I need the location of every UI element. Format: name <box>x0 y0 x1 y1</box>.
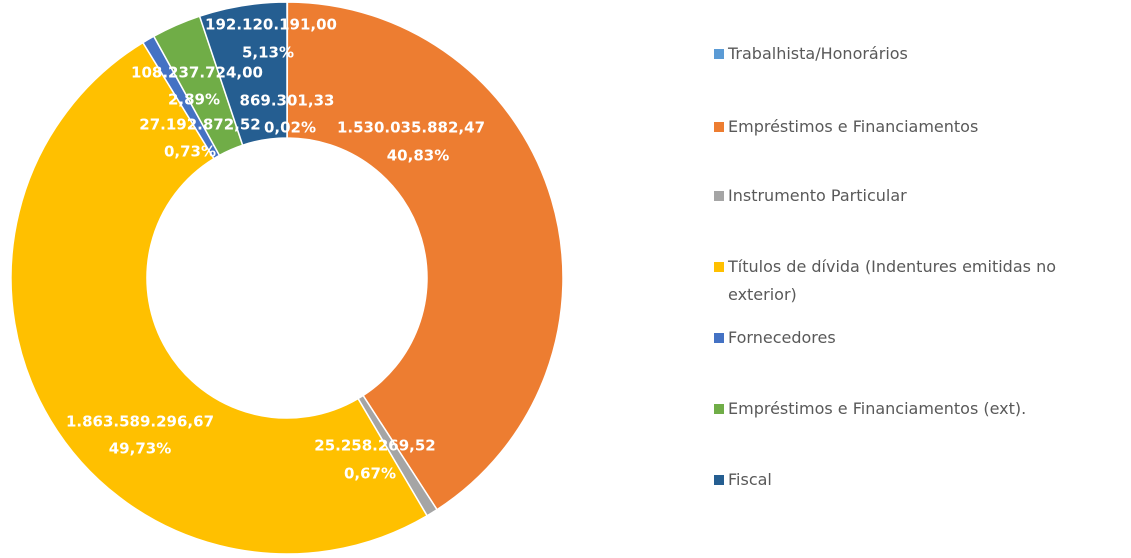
percentage-label: 49,73% <box>109 440 171 458</box>
data-label: 27.192.872,52 <box>139 116 260 134</box>
legend-item: Títulos de dívida (Indentures emitidas n… <box>714 253 1114 309</box>
donut-segment <box>10 41 429 555</box>
legend-label: Trabalhista/Honorários <box>728 44 908 63</box>
donut-segment <box>198 1 288 147</box>
legend-item: Empréstimos e Financiamentos <box>714 113 1114 141</box>
legend-swatch <box>714 475 724 485</box>
legend-swatch <box>714 49 724 59</box>
percentage-label: 5,13% <box>242 44 294 62</box>
data-label: 1.863.589.296,67 <box>66 413 214 431</box>
legend-item: Fiscal <box>714 466 1114 494</box>
donut-segment <box>286 1 564 511</box>
legend-swatch <box>714 191 724 201</box>
percentage-label: 0,02% <box>264 119 316 137</box>
legend-label: Empréstimos e Financiamentos (ext). <box>728 399 1027 418</box>
legend-item: Instrumento Particular <box>714 182 1114 210</box>
percentage-label: 0,67% <box>344 465 396 483</box>
data-label: 25.258.269,52 <box>314 437 435 455</box>
percentage-label: 40,83% <box>387 147 449 165</box>
legend-swatch <box>714 404 724 414</box>
percentage-label: 2,89% <box>168 91 220 109</box>
legend-swatch <box>714 122 724 132</box>
legend-label: Títulos de dívida (Indentures emitidas n… <box>728 257 1056 304</box>
legend-item: Fornecedores <box>714 324 1114 352</box>
legend-label: Fornecedores <box>728 328 836 347</box>
data-label: 1.530.035.882,47 <box>337 119 485 137</box>
chart: 869.301,33 0,02% 1.530.035.882,47 40,83% 25.… <box>10 1 564 555</box>
data-label: 869.301,33 <box>240 92 335 110</box>
legend-label: Instrumento Particular <box>728 186 907 205</box>
data-label: 192.120.191,00 <box>205 16 337 34</box>
legend-item: Trabalhista/Honorários <box>714 40 1114 68</box>
percentage-label: 0,73% <box>164 143 216 161</box>
data-label: 108.237.724,00 <box>131 64 263 82</box>
legend-label: Empréstimos e Financiamentos <box>728 117 979 136</box>
legend-label: Fiscal <box>728 470 772 489</box>
legend-swatch <box>714 262 724 272</box>
legend-item: Empréstimos e Financiamentos (ext). <box>714 395 1114 423</box>
legend-swatch <box>714 333 724 343</box>
